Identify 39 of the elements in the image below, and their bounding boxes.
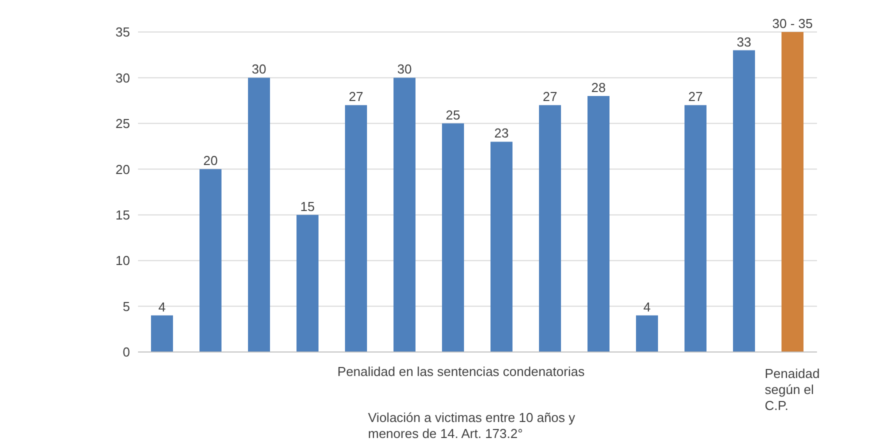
bar bbox=[588, 96, 610, 352]
y-tick-label: 25 bbox=[116, 116, 130, 132]
bar bbox=[684, 105, 706, 352]
data-label: 27 bbox=[688, 89, 703, 104]
bar bbox=[345, 105, 367, 352]
bar bbox=[296, 214, 318, 352]
bar bbox=[782, 32, 804, 352]
data-label: 28 bbox=[591, 80, 606, 95]
data-label: 4 bbox=[158, 299, 166, 314]
y-tick-label: 10 bbox=[116, 253, 130, 268]
text: Penalidad en las sentencias condenatorias bbox=[337, 364, 585, 379]
y-tick-label: 5 bbox=[122, 298, 130, 314]
data-label: 20 bbox=[203, 153, 218, 168]
y-tick-label: 15 bbox=[116, 207, 130, 222]
bar bbox=[248, 78, 270, 352]
bar bbox=[539, 105, 561, 352]
data-label: 25 bbox=[446, 107, 460, 122]
x-tick-label: Penaidad según el C.P. bbox=[764, 366, 820, 413]
y-tick-label: 35 bbox=[116, 24, 130, 40]
y-tick-label: 20 bbox=[116, 162, 130, 177]
bar bbox=[733, 50, 755, 352]
annotation: 30 - 35 bbox=[772, 16, 813, 31]
bar bbox=[394, 78, 416, 352]
bar bbox=[442, 123, 464, 352]
bar bbox=[490, 142, 512, 352]
data-label: 4 bbox=[643, 299, 651, 314]
data-label: 33 bbox=[736, 34, 752, 50]
data-label: 15 bbox=[300, 198, 315, 214]
data-label: 30 bbox=[252, 62, 266, 77]
bar bbox=[636, 315, 658, 352]
x-axis-title: Violación a victimas entre 10 años y menores de 14. Art. 173.2° bbox=[368, 410, 576, 442]
y-tick-label: 0 bbox=[122, 344, 130, 360]
data-label: 27 bbox=[542, 89, 558, 104]
data-label: 30 bbox=[397, 62, 412, 77]
data-label: 27 bbox=[348, 89, 364, 104]
bar bbox=[151, 315, 173, 352]
data-label: 23 bbox=[494, 126, 509, 141]
bar bbox=[200, 169, 222, 352]
y-tick-label: 30 bbox=[116, 70, 130, 86]
